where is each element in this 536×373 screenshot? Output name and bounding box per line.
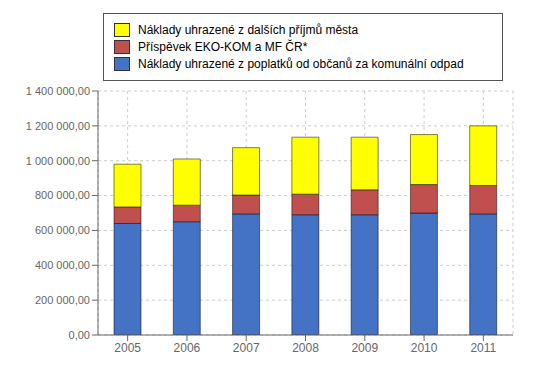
svg-text:2005: 2005: [114, 341, 141, 355]
svg-text:1 000 000,00: 1 000 000,00: [26, 155, 90, 167]
svg-text:2008: 2008: [292, 341, 319, 355]
svg-text:400 000,00: 400 000,00: [35, 259, 90, 271]
html-text:Náklady uhrazené z dalších pří: Náklady uhrazené z dalších příjmů města: [138, 23, 359, 37]
html-text:Příspěvek EKO-KOM a MF ČR*: Příspěvek EKO-KOM a MF ČR*: [138, 40, 308, 54]
svg-text:1 400 000,00: 1 400 000,00: [26, 85, 90, 97]
svg-text:0,00: 0,00: [69, 329, 90, 341]
svg-text:2007: 2007: [233, 341, 260, 355]
svg-text:2009: 2009: [351, 341, 378, 355]
svg-text:2011: 2011: [470, 341, 496, 355]
svg-text:2010: 2010: [411, 341, 438, 355]
html-text:Náklady uhrazené z poplatků od: Náklady uhrazené z poplatků od občanů za…: [138, 57, 464, 71]
svg-text:1 200 000,00: 1 200 000,00: [26, 120, 90, 132]
svg-text:600 000,00: 600 000,00: [35, 224, 90, 236]
svg-text:800 000,00: 800 000,00: [35, 189, 90, 201]
svg-text:200 000,00: 200 000,00: [35, 294, 90, 306]
svg-text:2006: 2006: [174, 341, 201, 355]
